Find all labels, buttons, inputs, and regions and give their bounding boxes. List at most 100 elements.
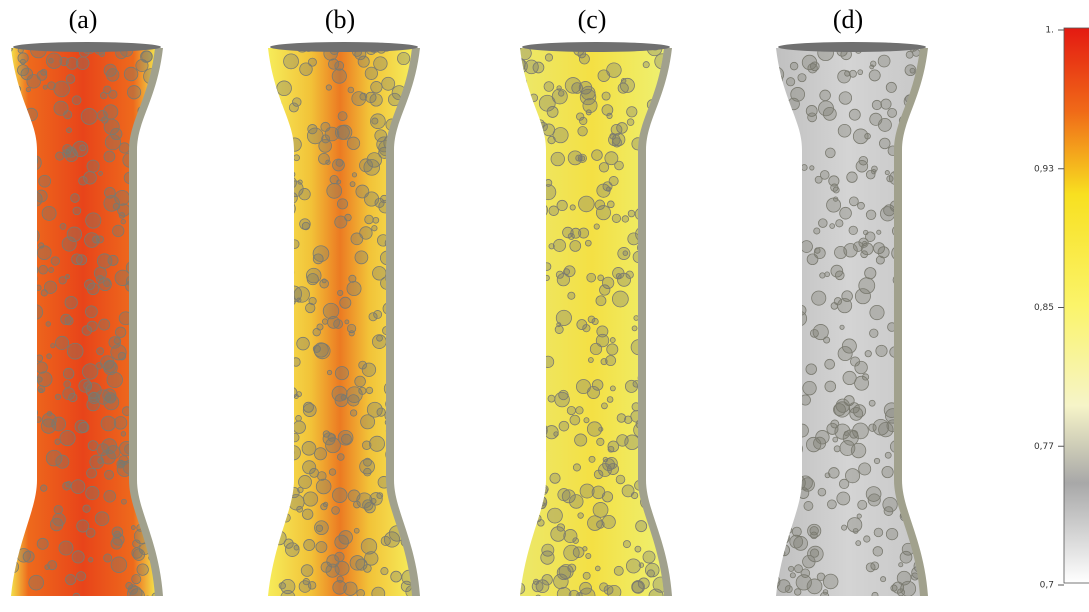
inclusion [15, 86, 20, 91]
inclusion [607, 344, 618, 355]
inclusion [910, 293, 922, 305]
inclusion [397, 192, 406, 201]
inclusion [272, 480, 288, 496]
inclusion [818, 488, 826, 496]
inclusion [558, 489, 570, 501]
inclusion [853, 129, 868, 144]
inclusion [602, 515, 615, 528]
inclusion [87, 468, 97, 478]
inclusion [140, 389, 144, 393]
inclusion [313, 246, 329, 262]
inclusion [284, 54, 299, 69]
inclusion [545, 426, 558, 439]
inclusion [541, 551, 554, 564]
inclusion [661, 431, 670, 440]
inclusion [583, 572, 590, 579]
inclusion [576, 407, 583, 414]
inclusion [18, 208, 33, 223]
inclusion [143, 442, 147, 446]
inclusion [140, 483, 149, 492]
inclusion [798, 476, 812, 490]
colorbar-ticks: 1.0,930,850,770,7 [1034, 26, 1064, 591]
inclusion [526, 246, 538, 258]
inclusion [915, 293, 919, 297]
inclusion [15, 209, 24, 218]
inclusion [263, 490, 270, 497]
inclusion [814, 437, 826, 449]
inclusion [654, 256, 670, 272]
inclusion [303, 461, 316, 474]
inclusion [555, 325, 563, 333]
inclusion [141, 296, 148, 303]
inclusion [40, 485, 46, 491]
inclusion [615, 161, 624, 170]
inclusion [516, 357, 526, 367]
inclusion [870, 329, 879, 338]
inclusion [528, 465, 539, 476]
inclusion [87, 160, 99, 172]
inclusion [338, 430, 353, 445]
inclusion [9, 456, 24, 471]
inclusion [632, 326, 637, 331]
inclusion [842, 525, 847, 530]
inclusion [13, 306, 19, 312]
inclusion [634, 316, 639, 321]
inclusion [833, 197, 837, 201]
inclusion [606, 457, 618, 469]
inclusion [268, 377, 282, 391]
inclusion [277, 279, 282, 284]
inclusion [85, 280, 95, 290]
inclusion [659, 218, 674, 233]
inclusion [144, 192, 158, 206]
inclusion [589, 456, 595, 462]
inclusion [286, 387, 297, 398]
inclusion [54, 505, 62, 513]
inclusion [302, 509, 313, 520]
inclusion [556, 310, 571, 325]
inclusion [63, 150, 71, 158]
inclusion [532, 423, 547, 438]
inclusion [147, 467, 158, 478]
inclusion [557, 566, 571, 580]
inclusion [303, 492, 317, 506]
inclusion [525, 120, 541, 136]
inclusion [282, 352, 286, 356]
inclusion [888, 108, 897, 117]
inclusion [882, 466, 893, 477]
inclusion [916, 397, 930, 411]
inclusion [544, 82, 554, 92]
inclusion [579, 117, 586, 124]
inclusion [61, 314, 72, 325]
inclusion [36, 355, 43, 362]
inclusion [269, 144, 274, 149]
inclusion [767, 575, 780, 588]
inclusion [525, 455, 533, 463]
inclusion [782, 490, 795, 503]
inclusion [335, 125, 349, 139]
inclusion [598, 275, 604, 281]
inclusion [840, 207, 852, 219]
inclusion [905, 304, 913, 312]
inclusion [596, 296, 606, 306]
inclusion [60, 223, 66, 229]
inclusion [917, 211, 925, 219]
inclusion [622, 485, 634, 497]
inclusion [576, 155, 582, 161]
inclusion [24, 293, 36, 305]
inclusion [855, 376, 869, 390]
inclusion [818, 219, 827, 228]
inclusion [597, 184, 610, 197]
inclusion [315, 521, 329, 535]
inclusion [578, 126, 587, 135]
inclusion [538, 520, 545, 527]
inclusion [303, 404, 316, 417]
inclusion [520, 460, 528, 468]
inclusion [332, 69, 346, 83]
inclusion [541, 185, 556, 200]
inclusion [395, 304, 411, 320]
inclusion [361, 539, 377, 555]
inclusion [397, 52, 409, 64]
inclusion [406, 281, 415, 290]
inclusion [858, 70, 863, 75]
inclusion [28, 305, 43, 320]
